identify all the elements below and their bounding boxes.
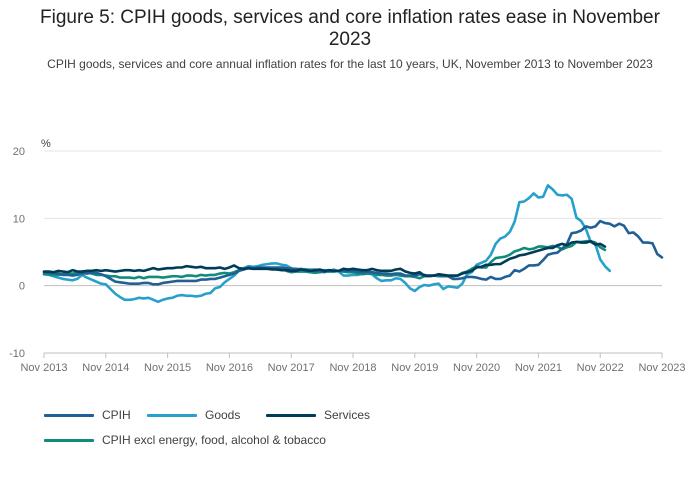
x-tick-label: Nov 2014 [82,362,129,374]
x-tick-label: Nov 2013 [20,362,67,374]
x-tick-label: Nov 2020 [453,362,500,374]
x-tick-label: Nov 2023 [638,362,685,374]
legend-item-services[interactable]: Services [266,408,370,422]
legend-label-cpih: CPIH [102,408,131,422]
y-axis-unit: % [41,138,51,150]
legend-label-core: CPIH excl energy, food, alcohol & tobacc… [102,433,326,447]
x-tick-label: Nov 2022 [577,362,624,374]
legend-swatch-cpih [44,413,94,417]
x-tick-label: Nov 2018 [329,362,376,374]
legend-item-cpih[interactable]: CPIH [44,408,131,422]
y-tick-label: 0 [19,281,25,293]
x-tick-label: Nov 2019 [391,362,438,374]
series-line-services [42,239,607,277]
y-tick-label: 20 [13,146,25,158]
x-tick-label: Nov 2017 [268,362,315,374]
legend-label-services: Services [324,408,371,422]
legend-swatch-services [266,413,316,417]
legend-item-goods[interactable]: Goods [147,408,240,422]
legend-swatch-core [44,438,94,442]
y-tick-label: -10 [9,348,25,360]
legend-label-goods: Goods [205,408,241,422]
legend-item-core[interactable]: CPIH excl energy, food, alcohol & tobacc… [44,433,326,447]
chart-subtitle: CPIH goods, services and core annual inf… [47,57,653,71]
x-tick-label: Nov 2016 [206,362,253,374]
legend-swatch-goods [147,413,197,417]
y-tick-label: 10 [13,213,25,225]
chart-title: Figure 5: CPIH goods, services and core … [40,7,660,50]
x-tick-label: Nov 2015 [144,362,191,374]
series-line-cpih [42,219,664,286]
x-tick-label: Nov 2021 [515,362,562,374]
